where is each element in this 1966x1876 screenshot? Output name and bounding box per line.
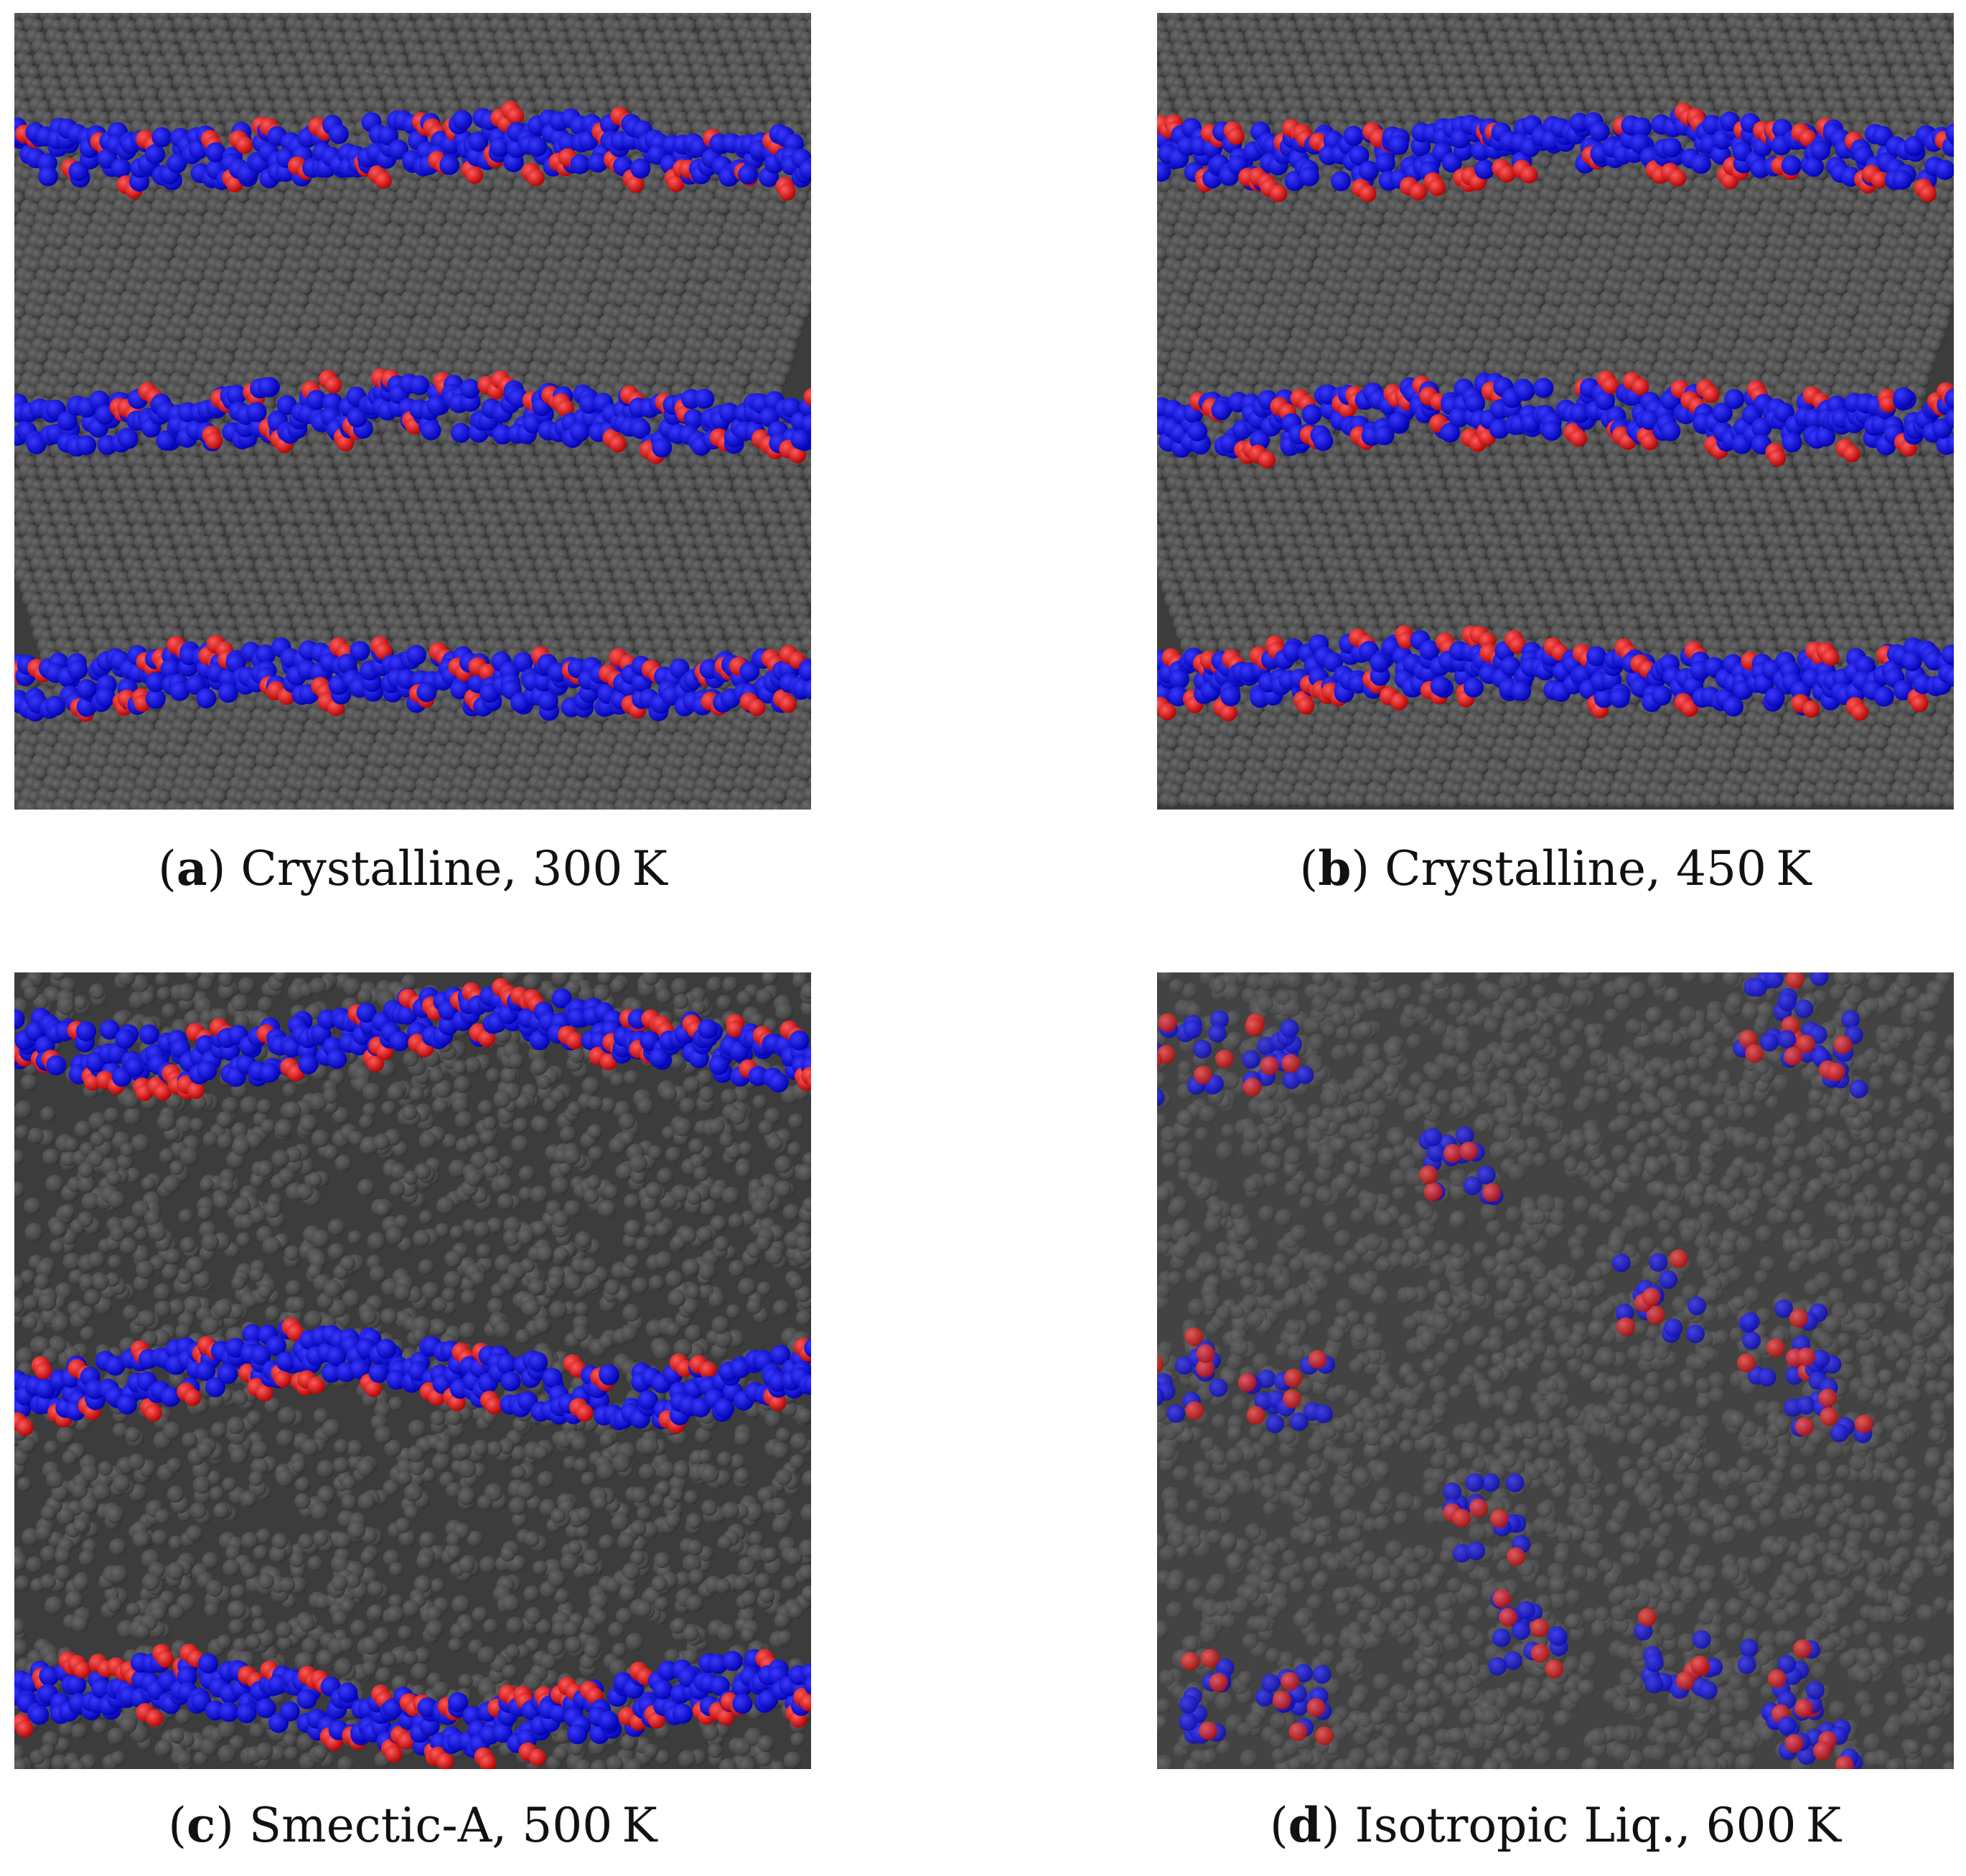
panel-b-molecular-render: [1157, 13, 1954, 810]
caption-a: (a) Crystalline, 300 K: [14, 845, 811, 893]
caption-d-letter: d: [1288, 1797, 1321, 1853]
caption-b-letter: b: [1318, 840, 1351, 896]
panel-a-image: [14, 13, 811, 810]
molecule-layer: [1157, 972, 1954, 1769]
panel-c-image: [14, 972, 811, 1769]
caption-a-letter: a: [177, 840, 207, 896]
panel-d-image: [1157, 972, 1954, 1769]
panel-b-image: [1157, 13, 1954, 810]
caption-d-text: Isotropic Liq., 600 K: [1355, 1798, 1841, 1853]
caption-b: (b) Crystalline, 450 K: [1157, 845, 1954, 893]
panel-a-molecular-render: [14, 13, 811, 810]
molecule-layer: [14, 13, 811, 810]
caption-b-text: Crystalline, 450 K: [1385, 841, 1811, 896]
caption-c-text: Smectic-A, 500 K: [249, 1798, 657, 1853]
panel-c-molecular-render: [14, 972, 811, 1769]
caption-c: (c) Smectic-A, 500 K: [14, 1801, 811, 1849]
molecule-layer: [1157, 13, 1954, 810]
panel-d-molecular-render: [1157, 972, 1954, 1769]
caption-d: (d) Isotropic Liq., 600 K: [1157, 1801, 1954, 1849]
caption-a-text: Crystalline, 300 K: [240, 841, 667, 896]
caption-c-letter: c: [187, 1797, 215, 1853]
molecule-layer: [14, 972, 811, 1769]
